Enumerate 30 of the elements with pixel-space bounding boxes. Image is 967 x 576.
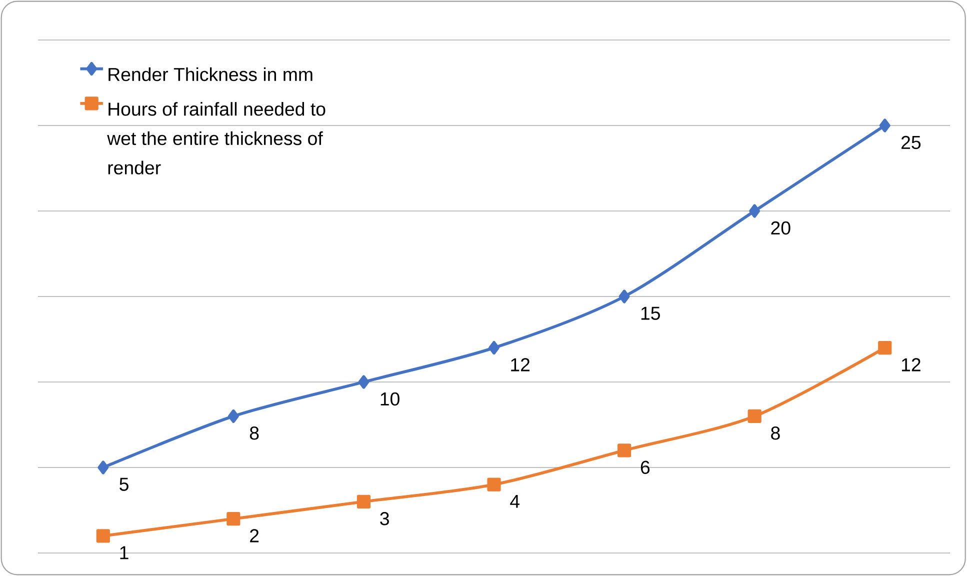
point: [879, 118, 890, 132]
data-label: 8: [771, 426, 780, 440]
point: [617, 444, 632, 458]
data-label: 1: [120, 546, 128, 560]
data-label: 3: [380, 512, 389, 526]
data-label: 2: [250, 529, 259, 542]
point: [878, 341, 892, 355]
data-label: 12: [902, 358, 920, 372]
point: [487, 478, 501, 492]
data-label: 4: [510, 494, 520, 508]
data-label: 12: [511, 358, 530, 372]
point: [488, 341, 500, 355]
point: [228, 409, 239, 424]
point: [356, 494, 371, 509]
data-label: 8: [250, 426, 259, 440]
legend-label: Render Thickness in mm: [108, 67, 312, 82]
data-label: 10: [380, 392, 400, 406]
data-label: 5: [120, 478, 128, 491]
data-label: 15: [641, 306, 660, 320]
data-label: 6: [640, 460, 650, 474]
point: [96, 529, 110, 543]
data-label: 20: [771, 221, 790, 235]
data-label: 25: [901, 136, 921, 150]
point: [749, 204, 760, 218]
point: [618, 290, 630, 304]
point: [226, 512, 240, 526]
point: [98, 460, 109, 474]
point: [748, 409, 762, 424]
legend-label: Hours of rainfall needed to wet the entire thickness of render: [107, 102, 326, 174]
point: [358, 375, 370, 389]
